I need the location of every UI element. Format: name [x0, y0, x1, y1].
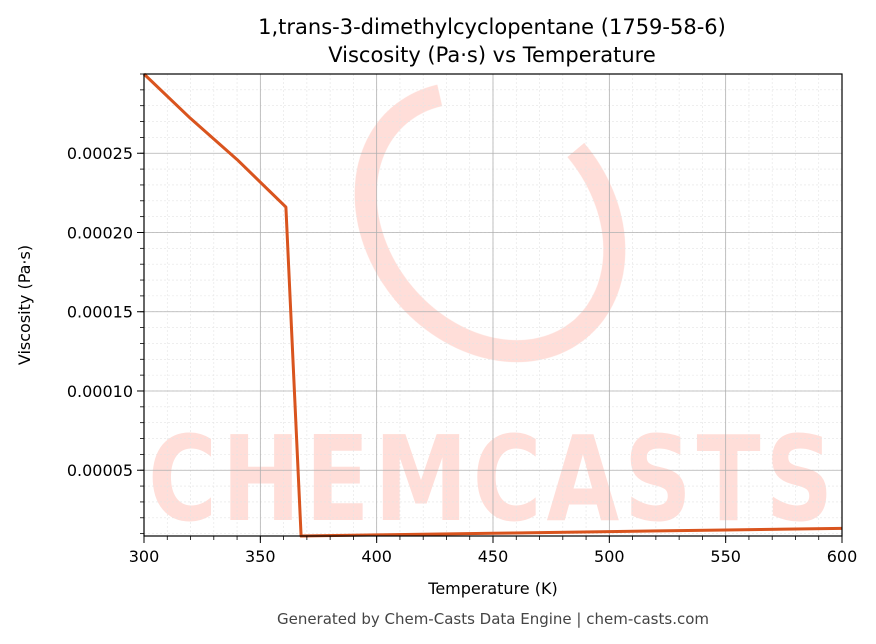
y-tick-label: 0.00005 — [67, 461, 133, 480]
x-tick-label: 300 — [129, 547, 160, 566]
y-axis-label: Viscosity (Pa·s) — [15, 245, 34, 365]
axis-ticks: 300 350 400 450 500 550 600 0.00005 0.00010 0.000… — [67, 73, 858, 566]
chart-title-line1: 1,trans-3-dimethylcyclopentane (1759-58-… — [258, 15, 726, 39]
footer-credit: Generated by Chem-Casts Data Engine | ch… — [277, 610, 709, 628]
y-tick-label: 0.00020 — [67, 223, 133, 242]
y-tick-label: 0.00025 — [67, 144, 133, 163]
y-tick-label: 0.00015 — [67, 303, 133, 322]
x-tick-label: 350 — [245, 547, 276, 566]
y-tick-label: 0.00010 — [67, 382, 133, 401]
x-tick-label: 450 — [478, 547, 509, 566]
x-tick-label: 550 — [710, 547, 741, 566]
chart-title-line2: Viscosity (Pa·s) vs Temperature — [328, 43, 656, 67]
x-axis-label: Temperature (K) — [427, 579, 557, 598]
x-tick-label: 400 — [361, 547, 392, 566]
x-tick-label: 500 — [594, 547, 625, 566]
watermark-text: CHEMCASTS — [148, 410, 838, 548]
x-tick-label: 600 — [827, 547, 858, 566]
watermark-logo-ring — [354, 81, 626, 363]
